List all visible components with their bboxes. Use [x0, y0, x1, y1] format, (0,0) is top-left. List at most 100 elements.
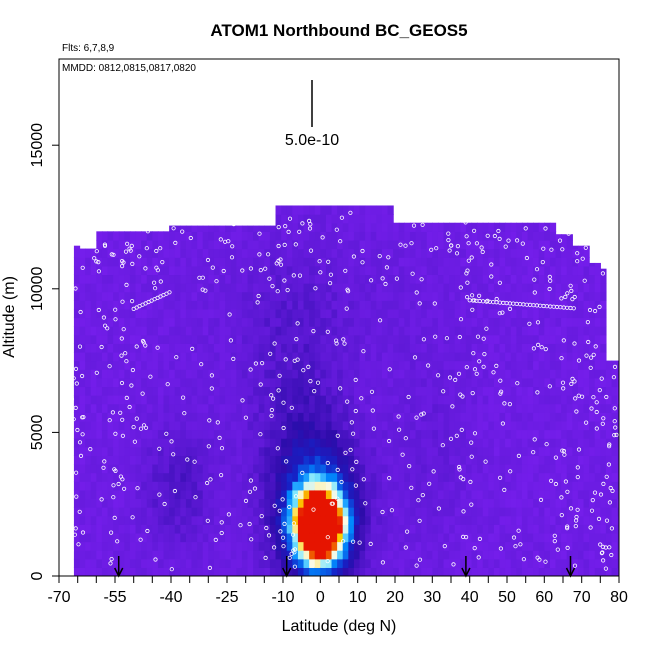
observation-point	[185, 457, 190, 462]
field-cell	[303, 317, 310, 327]
field-cell	[241, 507, 249, 517]
field-cell	[331, 550, 338, 560]
field-cell	[269, 429, 277, 439]
field-cell	[342, 248, 349, 258]
field-cell	[432, 446, 439, 456]
field-cell	[107, 386, 114, 396]
field-cell	[488, 377, 495, 388]
observation-point	[607, 500, 613, 505]
field-cell	[101, 429, 109, 439]
field-cell	[303, 558, 310, 568]
field-cell	[566, 343, 573, 353]
field-cell	[600, 308, 607, 319]
field-cell	[510, 257, 517, 267]
field-cell	[527, 403, 534, 413]
field-cell	[566, 308, 573, 319]
field-cell	[381, 463, 389, 474]
field-cell	[477, 360, 484, 370]
field-cell	[269, 472, 277, 482]
field-cell	[353, 377, 361, 388]
field-cell	[387, 317, 394, 327]
observation-point	[259, 513, 264, 519]
observation-point	[257, 252, 262, 257]
field-cell	[124, 429, 131, 439]
field-cell	[303, 214, 310, 224]
field-cell	[73, 360, 81, 370]
field-cell	[409, 463, 417, 474]
field-cell	[381, 317, 389, 327]
observation-point	[368, 278, 374, 283]
field-cell	[286, 532, 293, 543]
field-cell	[533, 343, 540, 353]
field-cell	[85, 334, 92, 344]
field-cell	[533, 308, 540, 319]
observation-point	[300, 221, 305, 226]
field-cell	[297, 317, 305, 327]
field-cell	[454, 395, 461, 405]
field-cell	[325, 214, 333, 224]
field-cell	[230, 429, 237, 439]
field-cell	[90, 377, 97, 388]
field-cell	[415, 550, 422, 560]
field-cell	[421, 377, 428, 388]
field-cell	[107, 239, 114, 250]
field-cell	[348, 507, 355, 517]
observation-point	[531, 450, 536, 455]
field-cell	[353, 222, 361, 232]
observation-point	[585, 319, 591, 325]
field-cell	[185, 257, 193, 267]
field-cell	[493, 343, 501, 353]
field-cell	[236, 308, 243, 319]
x-axis: -70 -55 -40 -25 -10 0 10 20 30 40 50 60 70 80	[47, 576, 628, 606]
field-cell	[314, 507, 321, 517]
field-cell	[180, 248, 187, 258]
field-cell	[521, 308, 529, 319]
observation-point	[458, 285, 463, 290]
field-cell	[197, 351, 204, 362]
field-cell	[157, 343, 165, 353]
field-cell	[398, 308, 405, 319]
field-cell	[208, 239, 215, 250]
field-cell	[264, 515, 271, 525]
field-cell	[555, 420, 562, 431]
field-cell	[404, 257, 411, 267]
field-cell	[241, 265, 249, 276]
field-cell	[180, 532, 187, 543]
field-cell	[594, 558, 601, 568]
field-cell	[275, 274, 282, 284]
field-cell	[594, 420, 601, 431]
field-cell	[471, 222, 478, 232]
field-cell	[297, 532, 305, 543]
field-cell	[415, 369, 422, 379]
field-cell	[124, 274, 131, 284]
field-cell	[471, 283, 478, 293]
field-cell	[124, 550, 131, 560]
field-cell	[348, 524, 355, 534]
field-cell	[236, 225, 243, 232]
field-cell	[275, 395, 282, 405]
field-cell	[521, 481, 529, 491]
field-cell	[79, 291, 86, 301]
field-cell	[499, 507, 506, 517]
field-cell	[129, 489, 137, 500]
field-cell	[247, 343, 254, 353]
field-cell	[471, 274, 478, 284]
field-cell	[510, 308, 517, 319]
field-cell	[213, 308, 221, 319]
field-cell	[370, 412, 377, 422]
field-cell	[325, 550, 333, 560]
field-cell	[488, 438, 495, 448]
field-cell	[617, 438, 619, 448]
field-cell	[236, 420, 243, 431]
field-cell	[505, 532, 512, 543]
field-cell	[376, 420, 383, 431]
field-cell	[376, 567, 383, 576]
field-cell	[213, 429, 221, 439]
field-cell	[320, 377, 327, 388]
field-cell	[337, 334, 344, 344]
field-cell	[258, 550, 265, 560]
field-cell	[488, 489, 495, 500]
field-cell	[101, 265, 109, 276]
field-cell	[538, 308, 545, 319]
field-cell	[409, 265, 417, 276]
